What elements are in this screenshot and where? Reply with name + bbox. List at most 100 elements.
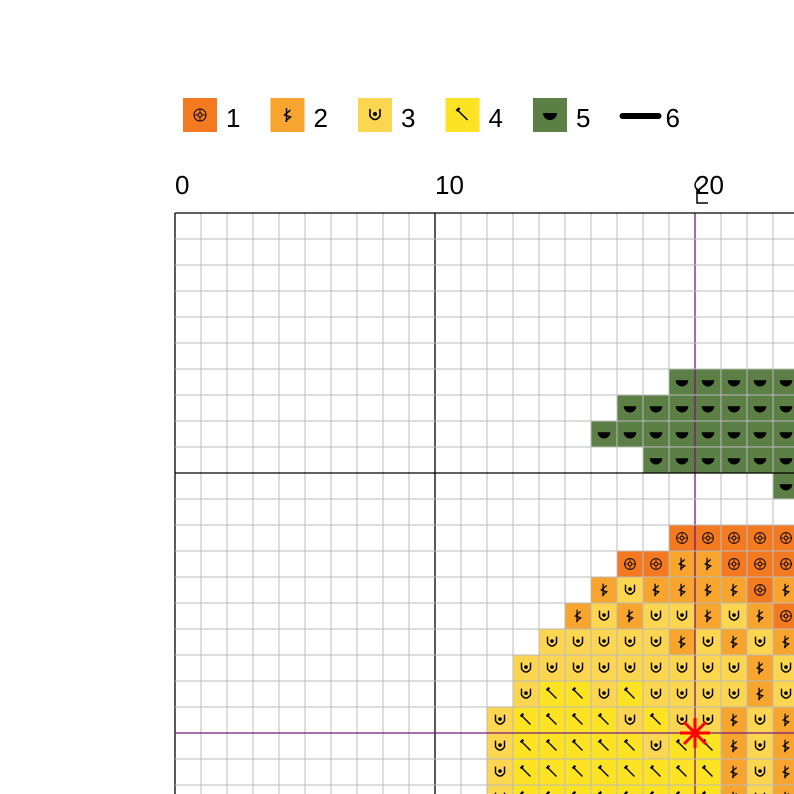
stitch-fill bbox=[747, 785, 773, 794]
stitch bbox=[721, 733, 747, 759]
stitch bbox=[617, 733, 643, 759]
stitch bbox=[617, 629, 643, 655]
stitch bbox=[591, 707, 617, 733]
stitch bbox=[695, 447, 721, 473]
stitch bbox=[487, 707, 513, 733]
stitch bbox=[591, 629, 617, 655]
stitch-fill bbox=[773, 655, 794, 681]
grid bbox=[174, 212, 794, 794]
stitch-fill bbox=[591, 785, 617, 794]
stitch bbox=[617, 759, 643, 785]
stitch-fill bbox=[643, 577, 669, 603]
stitch-fill bbox=[695, 551, 721, 577]
legend: 1 2 3 4 5 6 bbox=[183, 98, 680, 133]
stitch bbox=[669, 395, 695, 421]
stitch bbox=[773, 577, 794, 603]
stitch bbox=[617, 707, 643, 733]
stitch-fill bbox=[669, 785, 695, 794]
stitch bbox=[747, 655, 773, 681]
stitch bbox=[747, 681, 773, 707]
stitch bbox=[747, 707, 773, 733]
stitch-fill bbox=[643, 551, 669, 577]
stitch bbox=[617, 655, 643, 681]
stitch-fill bbox=[695, 603, 721, 629]
stitch bbox=[695, 629, 721, 655]
stitch bbox=[643, 603, 669, 629]
column-label: 20 bbox=[695, 170, 724, 200]
stitch bbox=[747, 603, 773, 629]
stitch bbox=[747, 525, 773, 551]
column-labels: 0 10 20 bbox=[175, 170, 724, 200]
stitch bbox=[617, 421, 643, 447]
legend-swatch bbox=[270, 98, 305, 132]
stitch bbox=[669, 421, 695, 447]
stitch bbox=[773, 525, 794, 551]
stitch bbox=[773, 785, 794, 794]
stitch bbox=[695, 421, 721, 447]
stitch bbox=[721, 525, 747, 551]
stitch bbox=[539, 655, 565, 681]
stitch-fill bbox=[617, 785, 643, 794]
stitch bbox=[591, 681, 617, 707]
stitch bbox=[643, 629, 669, 655]
stitch-fill bbox=[669, 525, 695, 551]
stitch bbox=[721, 707, 747, 733]
stitch bbox=[565, 681, 591, 707]
stitch-fill bbox=[747, 551, 773, 577]
stitch bbox=[773, 707, 794, 733]
stitch-fill bbox=[539, 785, 565, 794]
stitch-fill bbox=[721, 733, 747, 759]
stitch bbox=[669, 603, 695, 629]
stitch bbox=[617, 551, 643, 577]
stitch bbox=[617, 603, 643, 629]
stitch-fill bbox=[721, 577, 747, 603]
stitch bbox=[721, 551, 747, 577]
legend-label: 2 bbox=[314, 103, 328, 133]
stitch bbox=[513, 681, 539, 707]
stitch bbox=[617, 681, 643, 707]
stitch-fill bbox=[513, 785, 539, 794]
stitch bbox=[773, 447, 794, 473]
stitch bbox=[721, 447, 747, 473]
stitch bbox=[565, 785, 591, 794]
stitch bbox=[747, 551, 773, 577]
stitch-fill bbox=[747, 577, 773, 603]
center-star bbox=[680, 718, 710, 748]
stitch bbox=[747, 369, 773, 395]
stitch-fill bbox=[695, 785, 721, 794]
stitch bbox=[643, 785, 669, 794]
stitch bbox=[643, 707, 669, 733]
stitch bbox=[669, 525, 695, 551]
stitch bbox=[773, 733, 794, 759]
stitch bbox=[565, 603, 591, 629]
stitch bbox=[565, 655, 591, 681]
stitch bbox=[565, 733, 591, 759]
legend-label: 3 bbox=[401, 103, 415, 133]
stitch bbox=[643, 655, 669, 681]
stitch bbox=[747, 733, 773, 759]
stitch bbox=[513, 759, 539, 785]
stitch bbox=[487, 733, 513, 759]
stitch bbox=[513, 785, 539, 794]
stitch bbox=[669, 551, 695, 577]
center-marker bbox=[680, 177, 710, 748]
stitch-cells bbox=[487, 369, 794, 794]
stitch bbox=[721, 759, 747, 785]
stitch bbox=[669, 785, 695, 794]
legend-label: 6 bbox=[666, 103, 680, 133]
stitch bbox=[591, 655, 617, 681]
stitch-fill bbox=[487, 785, 513, 794]
stitch bbox=[617, 785, 643, 794]
stitch bbox=[643, 759, 669, 785]
stitch-fill bbox=[747, 603, 773, 629]
stitch bbox=[773, 603, 794, 629]
stitch bbox=[695, 681, 721, 707]
stitch bbox=[669, 655, 695, 681]
stitch bbox=[643, 421, 669, 447]
stitch-fill bbox=[695, 577, 721, 603]
stitch bbox=[565, 707, 591, 733]
stitch bbox=[721, 577, 747, 603]
stitch bbox=[643, 733, 669, 759]
stitch-fill bbox=[643, 785, 669, 794]
stitch bbox=[721, 785, 747, 794]
